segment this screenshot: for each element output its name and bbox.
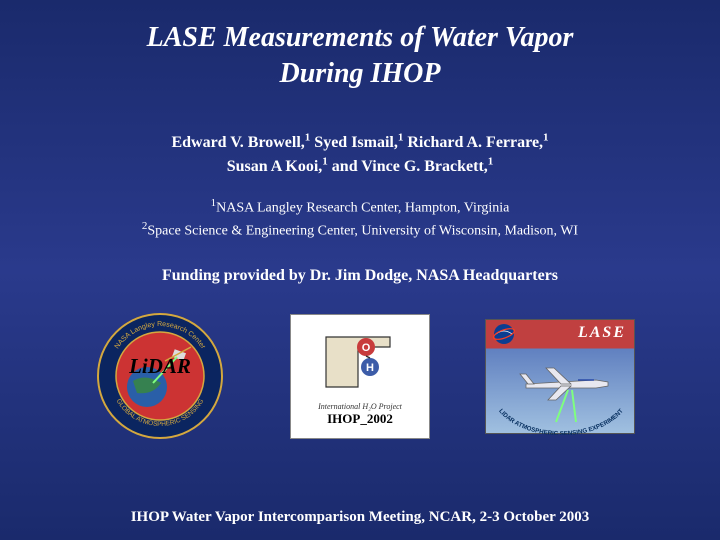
- funding-text: Funding provided by Dr. Jim Dodge, NASA …: [0, 267, 720, 285]
- lase-logo: LASE: [485, 311, 635, 441]
- footer-text: IHOP Water Vapor Intercomparison Meeting…: [0, 509, 720, 526]
- title-line-2: During IHOP: [279, 58, 440, 89]
- lidar-logo: LiDAR NASA Langley Research Center GLOBA…: [85, 311, 235, 441]
- affiliation-2: Space Science & Engineering Center, Univ…: [147, 223, 578, 238]
- title-line-1: LASE Measurements of Water Vapor: [147, 22, 574, 53]
- ihop-logo: O H International H₂O Project IHOP_2002: [285, 311, 435, 441]
- svg-text:H: H: [366, 362, 374, 374]
- affiliations-block: 1NASA Langley Research Center, Hampton, …: [0, 196, 720, 241]
- ihop-title: IHOP_2002: [327, 411, 393, 427]
- logos-row: LiDAR NASA Langley Research Center GLOBA…: [0, 311, 720, 441]
- authors-line-2: Susan A Kooi,1 and Vince G. Brackett,1: [227, 158, 494, 175]
- svg-text:LiDAR: LiDAR: [128, 354, 191, 378]
- authors-block: Edward V. Browell,1 Syed Ismail,1 Richar…: [0, 131, 720, 178]
- ihop-subtitle: International H₂O Project: [318, 402, 402, 411]
- authors-line-1: Edward V. Browell,1 Syed Ismail,1 Richar…: [171, 134, 548, 151]
- affiliation-1: NASA Langley Research Center, Hampton, V…: [216, 201, 509, 216]
- slide-title: LASE Measurements of Water Vapor During …: [0, 0, 720, 93]
- svg-text:O: O: [361, 342, 370, 354]
- svg-text:LIDAR ATMOSPHERIC SENSING E: LIDAR ATMOSPHERIC SENSING EXPERIMENT: [497, 407, 625, 434]
